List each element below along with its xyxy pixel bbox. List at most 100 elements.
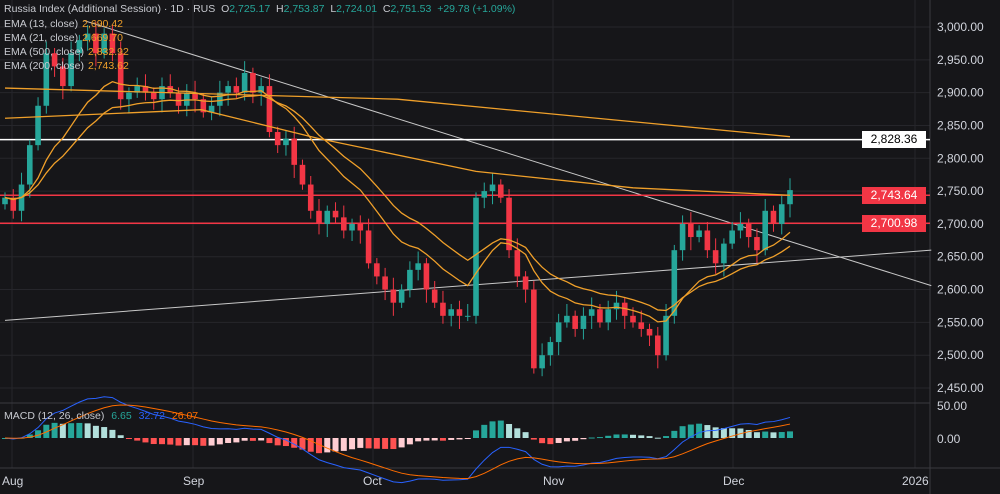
y-tick-label: 2,450.00 [937, 381, 984, 395]
macd-histogram-bar [382, 438, 389, 449]
y-tick-label: 2,650.00 [937, 250, 984, 264]
candle-body [43, 53, 50, 106]
macd-histogram-bar [778, 432, 785, 438]
macd-histogram-bar [431, 438, 438, 441]
indicator-macd[interactable]: MACD (12, 26, close) 6.65 32.72 26.07 [4, 410, 198, 422]
signal-line [4, 404, 791, 480]
candle-body [299, 164, 306, 185]
macd-histogram-bar [762, 431, 769, 438]
candle-body [770, 210, 777, 224]
y-tick-label: 2,600.00 [937, 283, 984, 297]
macd-histogram-bar [605, 435, 612, 438]
candle-body [745, 223, 752, 238]
macd-histogram-bar [390, 438, 397, 450]
macd-histogram-bar [282, 438, 289, 447]
candle-body [183, 92, 190, 106]
candle-body [737, 223, 744, 231]
macd-axis-label: 0.00 [937, 432, 961, 446]
candle-body [712, 250, 719, 264]
candle-body [778, 204, 785, 224]
candle-body [407, 269, 413, 290]
candle-body [679, 223, 686, 251]
macd-histogram-bar [109, 429, 116, 438]
candle-body [225, 86, 231, 93]
low-value: 2,724.01 [336, 3, 378, 15]
candle-body [175, 92, 182, 106]
macd-histogram-bar [753, 432, 760, 438]
candle-body [580, 315, 587, 329]
candle-body [754, 237, 760, 251]
x-tick-label: Nov [543, 474, 564, 488]
candle-body [332, 210, 339, 218]
macd-histogram-bar [415, 438, 422, 442]
macd-histogram-bar [423, 438, 430, 441]
candle-body [357, 223, 364, 231]
y-tick-label: 2,950.00 [937, 53, 984, 67]
indicator-value: 2,743.62 [87, 60, 129, 72]
indicator-label: EMA (200, close) [4, 60, 84, 72]
candle-body [704, 230, 711, 251]
price-tag-lower-level: 2,700.98 [862, 214, 926, 232]
candle-body [233, 86, 240, 93]
indicator-ema21[interactable]: EMA (21, close) 2,669.70 [4, 32, 123, 44]
macd-histogram-bar [134, 438, 141, 441]
macd-value: 32.72 [138, 410, 165, 422]
close-label: C [382, 3, 391, 15]
candle-body [497, 184, 504, 198]
macd-histogram-bar [770, 432, 777, 438]
candle-body [192, 92, 198, 100]
symbol-title: Russia Index (Additional Session) · 1D ·… [4, 3, 216, 15]
macd-histogram-bar [572, 438, 579, 441]
macd-histogram-bar [216, 438, 223, 445]
macd-histogram-bar [233, 438, 240, 443]
macd-histogram-bar [522, 432, 529, 438]
change-value: +29.78 (+1.09%) [437, 3, 516, 15]
indicator-label: EMA (500, close) [4, 46, 84, 58]
macd-histogram-bar [506, 424, 513, 438]
x-tick-label: Aug [2, 474, 23, 488]
indicator-ema13[interactable]: EMA (13, close) 2,690.42 [4, 18, 123, 30]
candle-body [696, 230, 702, 238]
candle-body [663, 315, 669, 356]
candle-body [142, 86, 149, 93]
price-tag-upper-level: 2,743.64 [862, 186, 926, 204]
macd-histogram-bar [704, 425, 711, 438]
candle-body [68, 53, 74, 87]
macd-histogram-bar [324, 438, 331, 453]
candle-body [630, 315, 636, 323]
candle-body [109, 33, 116, 54]
candle-body [555, 322, 562, 343]
indicator-ema200[interactable]: EMA (200, close) 2,743.62 [4, 60, 129, 72]
candle-body [539, 355, 545, 369]
high-label: H [276, 3, 284, 15]
candle-body [621, 302, 628, 316]
macd-histogram-bar [175, 438, 182, 446]
candle-body [547, 342, 554, 356]
macd-histogram-bar [473, 430, 479, 438]
candle-body [126, 92, 132, 100]
candle-body [721, 243, 727, 264]
y-tick-label: 2,850.00 [937, 118, 984, 132]
macd-histogram-bar [613, 434, 620, 438]
macd-histogram-bar [291, 438, 298, 448]
macd-histogram-bar [150, 438, 157, 445]
indicator-ema500[interactable]: EMA (500, close) 2,832.92 [4, 46, 129, 58]
candle-body [638, 322, 645, 329]
macd-histogram-bar [183, 438, 190, 446]
macd-histogram-bar [35, 430, 42, 438]
y-tick-label: 2,900.00 [937, 86, 984, 100]
candle-body [217, 92, 223, 106]
macd-histogram-bar [266, 438, 273, 444]
candle-body [340, 217, 347, 231]
open-value: 2,725.17 [229, 3, 271, 15]
macd-histogram-bar [687, 424, 694, 438]
candle-body [51, 53, 58, 67]
indicator-label: EMA (13, close) [4, 18, 79, 30]
macd-histogram-bar [92, 425, 99, 438]
candle-body [398, 289, 405, 303]
candle-body [76, 40, 83, 54]
macd-histogram-bar [225, 438, 232, 443]
macd-histogram-bar [357, 438, 364, 448]
